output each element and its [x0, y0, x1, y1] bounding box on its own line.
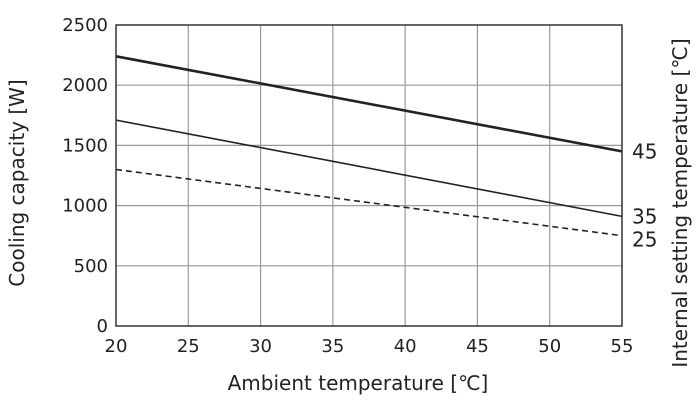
plot-area-frame [115, 24, 623, 327]
x-tick-label: 50 [538, 336, 561, 357]
series-line-45 [115, 55, 623, 153]
series-label-25: 25 [632, 228, 657, 252]
series-line-35 [115, 119, 623, 218]
x-axis-title: Ambient temperature [℃] [228, 371, 489, 395]
y-tick-labels: 0 500 1000 1500 2000 2500 [62, 15, 108, 337]
series-line-25 [115, 168, 623, 237]
x-tick-label: 55 [611, 336, 634, 357]
x-tick-label: 25 [177, 336, 200, 357]
x-tick-label: 20 [105, 336, 128, 357]
y-tick-label: 2000 [62, 75, 108, 96]
y-tick-label: 1500 [62, 135, 108, 156]
secondary-axis-title: Internal setting temperature [℃] [668, 38, 692, 367]
y-tick-label: 500 [74, 256, 108, 277]
x-tick-labels: 20 25 30 35 40 45 50 55 [105, 336, 634, 357]
x-tick-label: 35 [321, 336, 344, 357]
grid [116, 25, 622, 326]
x-tick-label: 40 [394, 336, 417, 357]
x-tick-label: 45 [466, 336, 489, 357]
x-tick-label: 30 [249, 336, 272, 357]
y-tick-label: 0 [97, 316, 108, 337]
y-axis-title: Cooling capacity [W] [5, 79, 29, 286]
series-lines [115, 55, 623, 237]
series-label-35: 35 [632, 204, 657, 228]
series-label-45: 45 [632, 139, 657, 163]
y-tick-label: 2500 [62, 15, 108, 36]
y-tick-label: 1000 [62, 196, 108, 217]
